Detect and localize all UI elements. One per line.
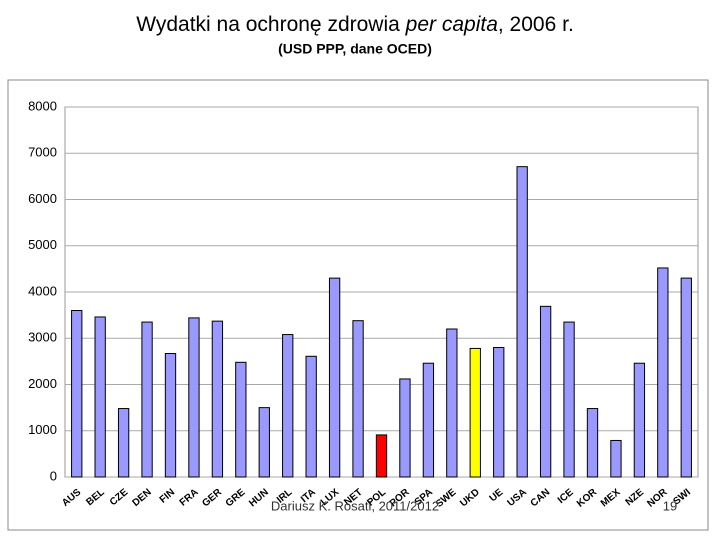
y-tick-label: 0 xyxy=(50,468,57,483)
bar xyxy=(164,353,177,478)
subtitle: (USD PPP, dane OCED) xyxy=(278,41,432,57)
bar xyxy=(235,361,247,478)
bar xyxy=(469,347,481,478)
title-part: Wydatki na ochronę zdrowia xyxy=(136,13,405,36)
y-tick-label: 7000 xyxy=(28,145,57,160)
bar xyxy=(188,317,200,478)
bar xyxy=(422,362,435,478)
y-tick-label: 3000 xyxy=(28,330,57,345)
page-number: 19 xyxy=(663,498,677,513)
title-part: per capita xyxy=(405,13,498,36)
bar xyxy=(71,310,83,478)
bar xyxy=(211,320,224,478)
y-tick-label: 4000 xyxy=(28,283,57,298)
bar xyxy=(117,408,130,478)
footer-author: Dariusz K. Rosati, 2011/2012 xyxy=(271,498,439,513)
slide-title: Wydatki na ochronę zdrowia per capita, 2… xyxy=(136,13,574,36)
bar xyxy=(493,347,505,478)
y-tick-label: 1000 xyxy=(28,422,57,437)
bar xyxy=(633,362,646,478)
y-tick-label: 8000 xyxy=(28,98,57,113)
bar xyxy=(282,334,294,478)
bar xyxy=(141,321,153,478)
y-tick-label: 6000 xyxy=(28,191,57,206)
bar xyxy=(399,378,411,478)
bar xyxy=(539,305,552,478)
bar xyxy=(680,277,692,478)
y-tick-label: 2000 xyxy=(28,376,57,391)
bar xyxy=(305,355,317,478)
bar xyxy=(516,166,528,478)
bar xyxy=(352,320,364,478)
bar xyxy=(258,407,270,478)
bar xyxy=(94,316,106,478)
bar xyxy=(563,321,575,478)
bar xyxy=(446,328,458,478)
bar xyxy=(657,267,669,478)
y-tick-label: 5000 xyxy=(28,237,57,252)
title-part: , 2006 r. xyxy=(498,13,574,36)
bar xyxy=(586,408,599,478)
bar xyxy=(375,434,388,478)
bar xyxy=(328,277,341,478)
bar xyxy=(610,439,622,478)
